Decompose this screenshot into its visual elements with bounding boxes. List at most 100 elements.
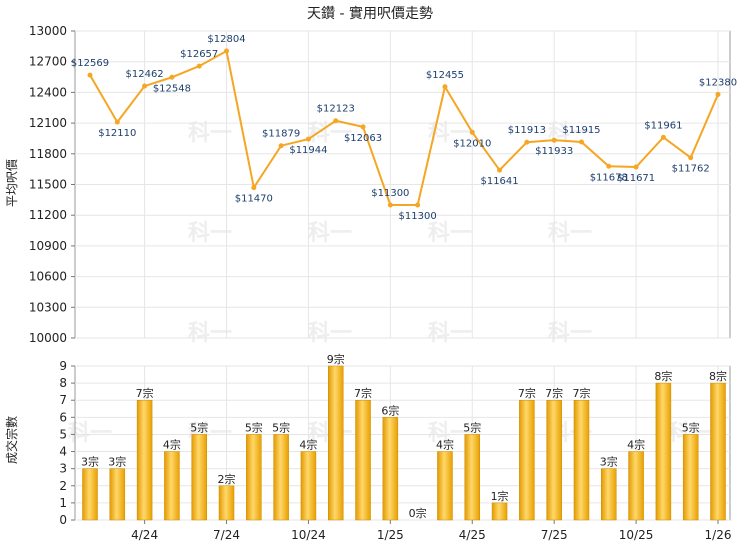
volume-bar: [191, 434, 207, 521]
price-point: [333, 118, 339, 124]
price-label: $12010: [453, 138, 491, 149]
bar-chart-y-axis-label: 成交宗數: [4, 416, 19, 464]
volume-label: 7宗: [136, 386, 154, 400]
volume-bar: [437, 451, 453, 521]
volume-label: 0宗: [409, 506, 427, 520]
price-label: $11762: [672, 164, 710, 175]
price-label: $11470: [235, 194, 273, 205]
volume-bar: [82, 468, 98, 521]
volume-label: 4宗: [299, 438, 317, 452]
line-y-tick-label: 10600: [29, 270, 67, 284]
line-y-tick-label: 10900: [29, 239, 67, 253]
volume-bar: [109, 468, 126, 521]
price-label: $11641: [480, 176, 518, 187]
price-label: $11300: [399, 211, 437, 222]
volume-label: 7宗: [354, 386, 372, 400]
volume-label: 4宗: [627, 438, 645, 452]
volume-label: 3宗: [108, 455, 126, 469]
x-tick-label: 7/24: [213, 528, 240, 542]
line-y-tick-label: 12400: [29, 85, 67, 99]
volume-label: 5宗: [682, 420, 700, 434]
volume-bar: [573, 399, 590, 521]
price-point: [224, 48, 230, 54]
price-point: [469, 129, 475, 135]
axes: 10000 10300 10600 10900 11200 11500 11800 12100…: [29, 24, 732, 542]
chart-title: 天鑽 - 實用呎價走勢: [307, 5, 433, 22]
price-point: [251, 185, 257, 191]
volume-label: 1宗: [491, 489, 509, 503]
volume-bar: [519, 399, 535, 521]
volume-bar: [300, 451, 317, 521]
price-point: [114, 119, 120, 125]
price-label: $12380: [699, 77, 737, 88]
volume-label: 4宗: [436, 438, 454, 452]
volume-label: 9宗: [327, 352, 345, 366]
price-point: [196, 63, 202, 69]
line-y-tick-label: 12100: [29, 116, 67, 130]
price-label: $11671: [617, 173, 655, 184]
line-y-tick-label: 12700: [29, 55, 67, 69]
volume-label: 5宗: [245, 420, 263, 434]
price-label: $12455: [426, 70, 464, 81]
price-label: $11933: [535, 146, 573, 157]
volume-label: 6宗: [381, 403, 399, 417]
volume-bar: [164, 451, 180, 521]
x-tick-label: 4/25: [459, 528, 486, 542]
price-point: [688, 155, 694, 161]
volume-label: 7宗: [545, 386, 563, 400]
watermark-text: 科一: [428, 321, 472, 346]
price-label: $11678: [590, 172, 628, 183]
volume-label: 2宗: [218, 472, 236, 486]
line-y-tick-label: 10000: [29, 331, 67, 345]
watermark-text: 科一: [188, 321, 232, 346]
watermark-layer: 科一科一科一科一科一科一科一科一科一科一科一科一科一科一科一科一科一科一: [68, 121, 712, 446]
line-y-tick-label: 11800: [29, 147, 67, 161]
price-point: [87, 72, 93, 78]
price-label: $12569: [71, 58, 109, 69]
price-label: $11915: [562, 125, 600, 136]
price-point: [142, 83, 148, 89]
series-layer: [82, 48, 726, 521]
price-point: [578, 139, 584, 145]
watermark-text: 科一: [188, 221, 232, 246]
watermark-text: 科一: [308, 221, 352, 246]
volume-label: 3宗: [81, 455, 99, 469]
volume-label: 7宗: [572, 386, 590, 400]
price-point: [497, 167, 503, 173]
volume-label: 5宗: [272, 420, 290, 434]
price-label: $12123: [317, 104, 355, 115]
price-point: [169, 74, 175, 80]
price-point: [551, 137, 557, 143]
price-label: $11300: [371, 188, 409, 199]
bar-y-tick-label: 3: [59, 462, 67, 476]
volume-bar: [491, 502, 508, 521]
price-point: [415, 202, 421, 208]
bar-y-tick-label: 8: [59, 376, 67, 390]
volume-bar: [136, 399, 153, 521]
bar-y-tick-label: 5: [59, 427, 67, 441]
volume-label: 7宗: [518, 386, 536, 400]
watermark-text: 科一: [428, 221, 472, 246]
volume-bar: [682, 434, 699, 521]
watermark-text: 科一: [188, 121, 232, 146]
volume-bar: [355, 399, 371, 521]
x-tick-label: 1/25: [377, 528, 404, 542]
bar-y-tick-label: 2: [59, 479, 67, 493]
price-label: $11944: [289, 145, 327, 156]
price-label: $12657: [180, 49, 218, 60]
price-point: [660, 134, 666, 140]
bar-y-tick-label: 0: [59, 513, 67, 527]
line-y-tick-label: 13000: [29, 24, 67, 38]
volume-bar: [218, 485, 235, 521]
volume-label: 3宗: [600, 455, 618, 469]
volume-label: 8宗: [709, 369, 727, 383]
bar-y-tick-label: 4: [59, 445, 67, 459]
bar-y-tick-label: 6: [59, 410, 67, 424]
volume-label: 8宗: [654, 369, 672, 383]
data-labels: $12569 $12110 $12462 $12548 $12657 $12804 $114…: [71, 34, 737, 520]
volume-bar: [628, 451, 644, 521]
price-point: [360, 124, 366, 130]
volume-bar: [601, 468, 617, 521]
watermark-text: 科一: [548, 221, 592, 246]
